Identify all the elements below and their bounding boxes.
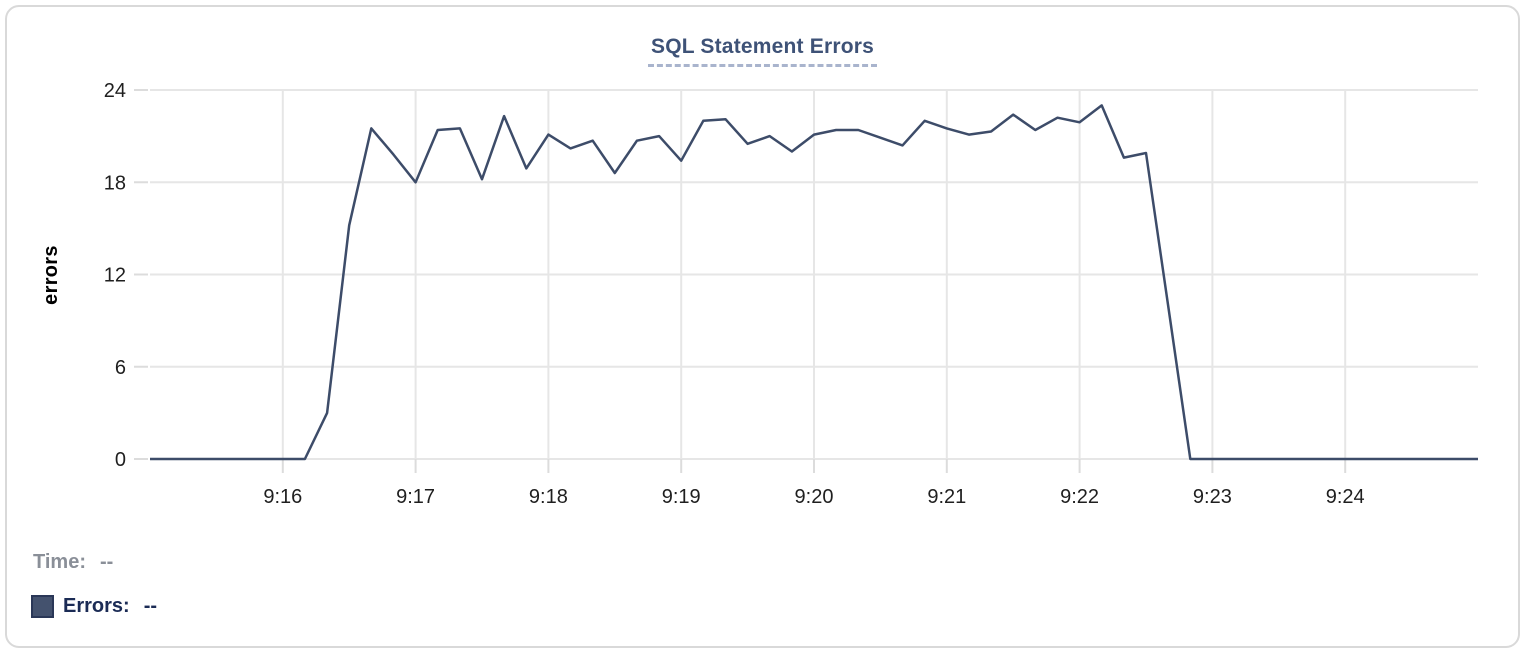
time-readout-label: Time: — [33, 551, 86, 573]
y-axis-title: errors — [40, 245, 62, 305]
x-tick-label: 9:23 — [1193, 486, 1232, 508]
errors-line — [150, 104, 1478, 461]
x-tick-label: 9:19 — [662, 486, 701, 508]
errors-readout-label: Errors: — [63, 595, 130, 617]
y-tick-label: 12 — [104, 265, 126, 287]
y-tick-label: 6 — [115, 357, 126, 379]
x-tick-label: 9:18 — [529, 486, 568, 508]
errors-legend-swatch-icon — [31, 595, 54, 618]
x-tick-label: 9:17 — [396, 486, 435, 508]
y-tick-label: 24 — [104, 80, 126, 102]
x-tick-label: 9:24 — [1326, 486, 1365, 508]
chart-header: SQL Statement Errors — [7, 35, 1518, 67]
x-tick-label: 9:20 — [795, 486, 834, 508]
time-readout: Time: -- — [33, 551, 113, 574]
sql-errors-chart[interactable]: errors 0 6 12 18 24 9:16 9:17 9:18 9:19 9:20 9:21 9… — [7, 7, 1520, 648]
y-tick-label: 18 — [104, 172, 126, 194]
errors-readout: Errors: -- — [31, 595, 157, 618]
x-tick-label: 9:16 — [263, 486, 302, 508]
x-tick-label: 9:21 — [927, 486, 966, 508]
time-readout-value: -- — [99, 551, 114, 573]
chart-title[interactable]: SQL Statement Errors — [647, 35, 877, 67]
y-tick-label: 0 — [115, 449, 126, 471]
x-tick-label: 9:22 — [1060, 486, 1099, 508]
chart-card: SQL Statement Errors errors 0 6 12 18 24 9:16… — [5, 5, 1520, 648]
errors-readout-value: -- — [143, 595, 158, 617]
